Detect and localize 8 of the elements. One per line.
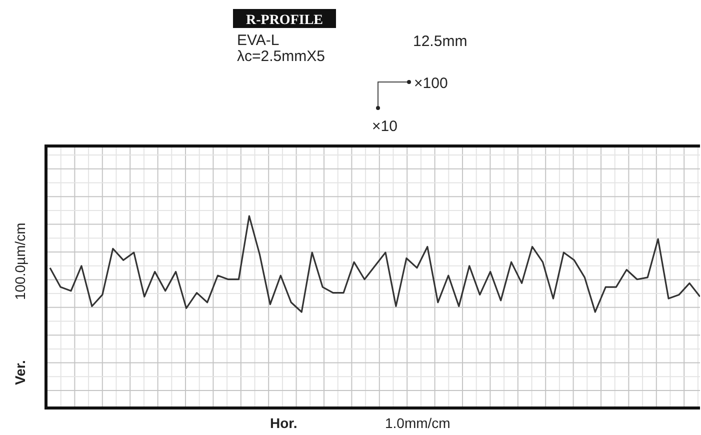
text: λc=2.5mmX5 [237,48,325,65]
text: EVA-L [237,32,280,49]
text: Hor. 1.0mm/cm [270,415,450,431]
text: 12.5mm [413,33,468,50]
text: ×10 [372,118,398,135]
text: Ver. 100.0µm/cm [12,222,28,385]
chart-title: R-PROFILE [246,13,323,28]
text: ×100 [414,75,448,92]
